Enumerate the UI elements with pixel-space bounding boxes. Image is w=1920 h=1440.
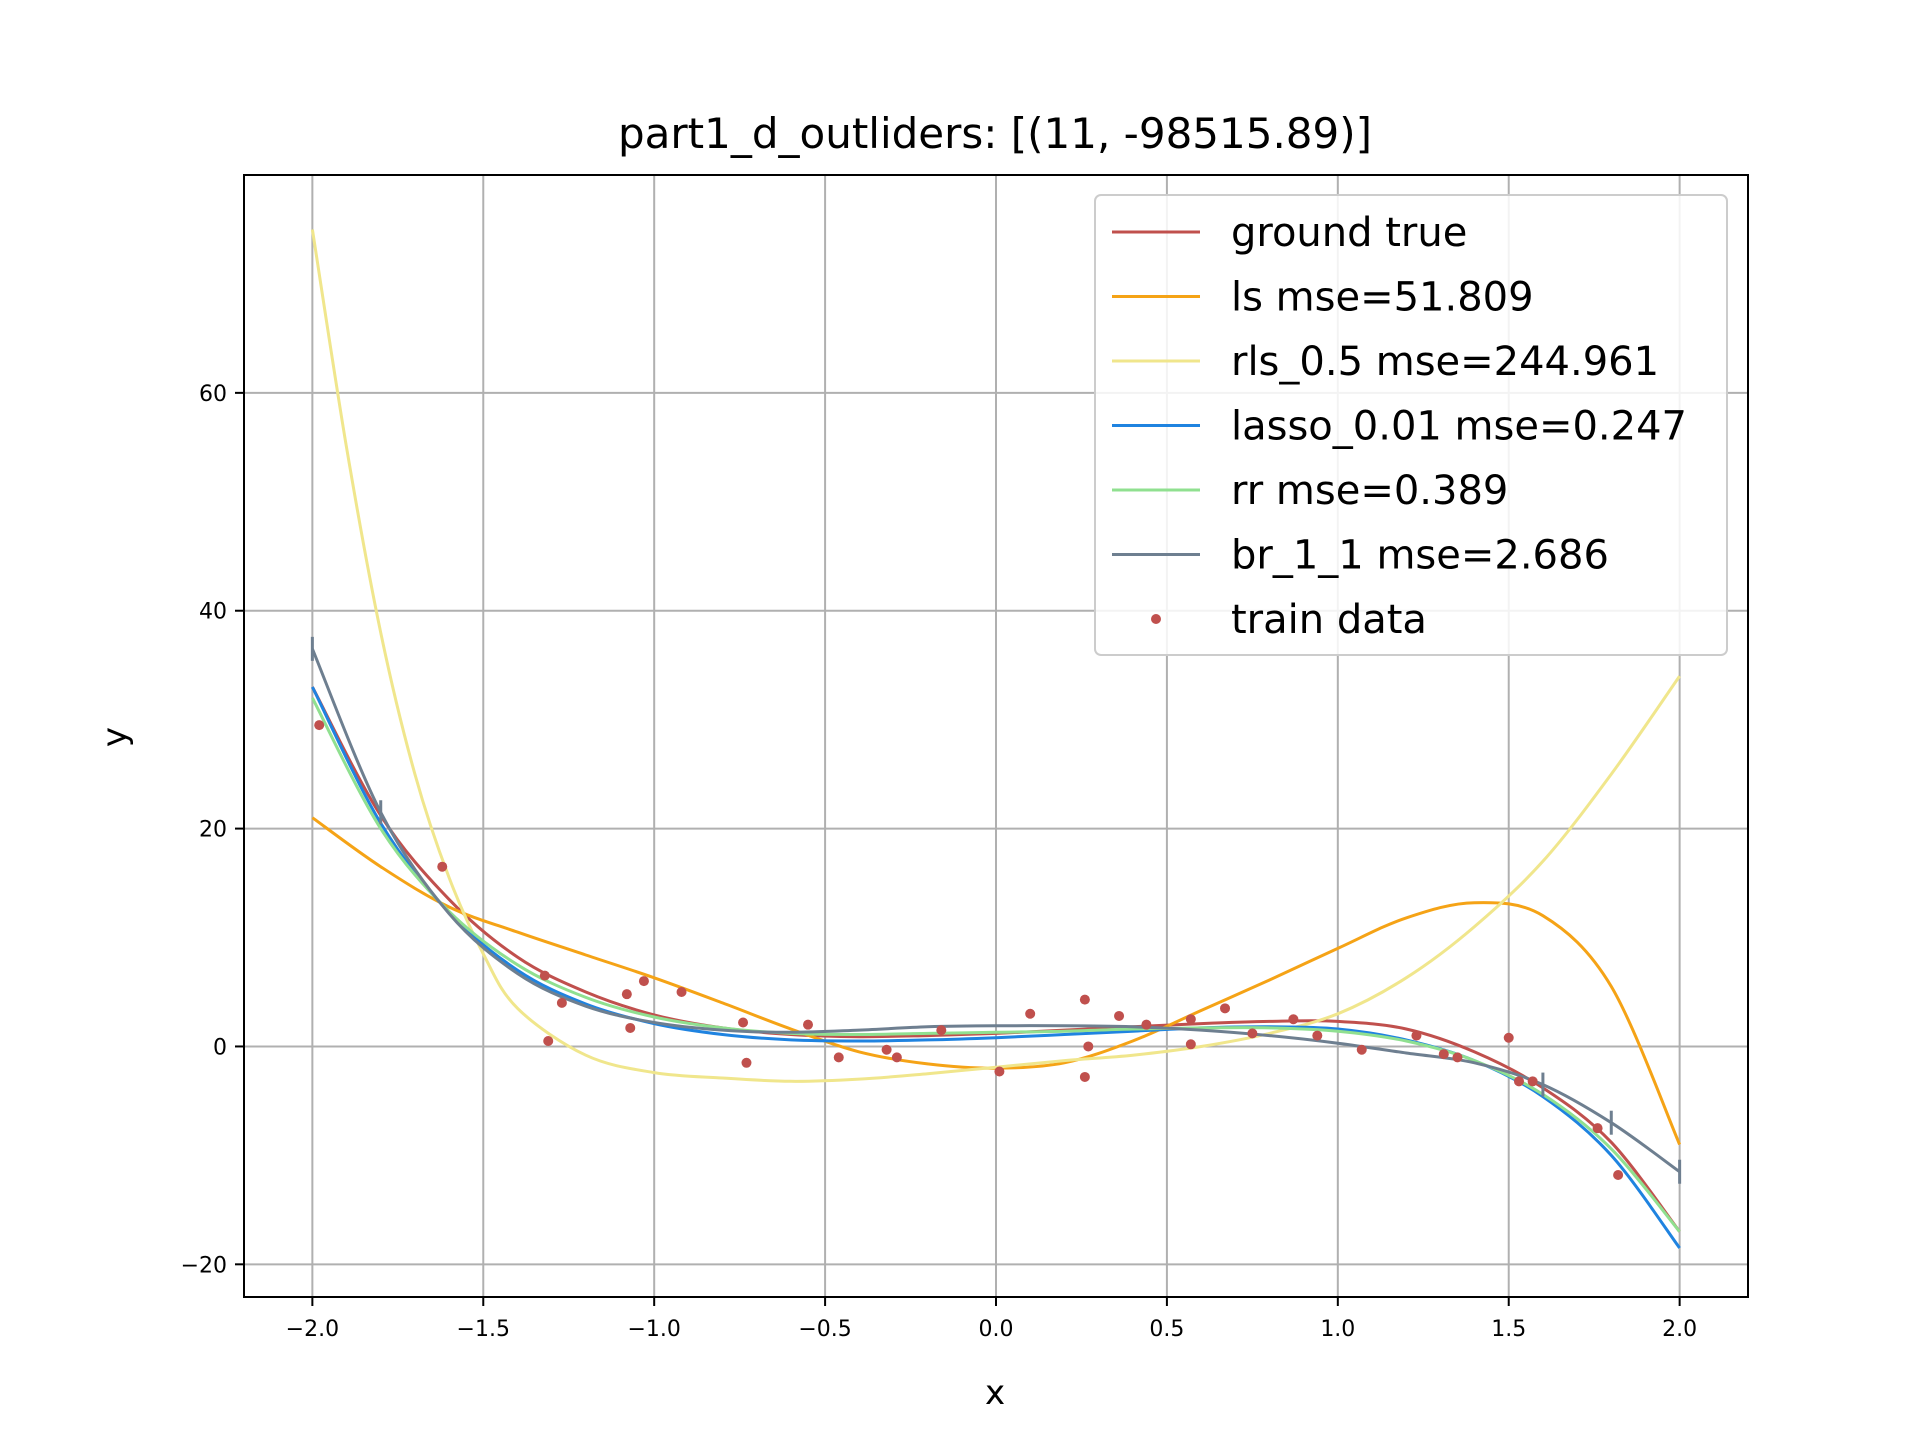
x-tick-label: 1.0 [1320, 1317, 1355, 1342]
train-data-point [543, 1036, 554, 1047]
train-data-point [539, 970, 550, 981]
x-tick-label: −2.0 [286, 1317, 339, 1342]
train-data-point [1288, 1014, 1299, 1025]
train-data-point [638, 976, 649, 987]
train-data-point [621, 989, 632, 1000]
y-tick-label: 0 [213, 1035, 227, 1060]
train-data-point [1083, 1041, 1094, 1052]
series-line-1 [311, 816, 1681, 1146]
series-lines [310, 229, 1682, 1249]
x-tick-label: 0.0 [979, 1317, 1014, 1342]
train-data-points [314, 720, 1624, 1180]
train-data-point [1185, 1014, 1196, 1025]
x-tick-label: 2.0 [1662, 1317, 1697, 1342]
x-tick-label: 1.5 [1491, 1317, 1526, 1342]
train-data-point [625, 1022, 636, 1033]
train-data-point [1438, 1049, 1449, 1060]
x-tick-label: −1.0 [627, 1317, 680, 1342]
train-data-point [556, 997, 567, 1008]
legend-label: rls_0.5 mse=244.961 [1231, 339, 1659, 385]
train-data-point [1220, 1003, 1231, 1014]
y-tick-label: 20 [199, 818, 227, 843]
train-data-point [314, 720, 325, 731]
train-data-point [1079, 1071, 1090, 1082]
train-data-point [994, 1066, 1005, 1077]
train-data-point [891, 1052, 902, 1063]
train-data-point [833, 1052, 844, 1063]
legend-label: train data [1231, 597, 1427, 643]
legend-label: rr mse=0.389 [1231, 468, 1508, 514]
train-data-point [1025, 1008, 1036, 1019]
train-data-point [1185, 1039, 1196, 1050]
y-tick-label: 40 [199, 600, 227, 625]
x-axis-label: x [985, 1373, 1005, 1413]
train-data-point [437, 861, 448, 872]
legend: ground true ls mse=51.809 rls_0.5 mse=244.… [1094, 194, 1728, 656]
chart-title: part1_d_outliders: [(11, -98515.89)] [618, 109, 1372, 158]
train-data-point [738, 1017, 749, 1028]
y-axis-label: y [95, 727, 135, 747]
train-data-point [1613, 1169, 1624, 1180]
train-data-point [803, 1019, 813, 1030]
series-line-5 [311, 648, 1681, 1173]
x-tick-label: −0.5 [798, 1317, 851, 1342]
legend-swatch [1151, 614, 1161, 624]
train-data-point [1141, 1019, 1152, 1030]
train-data-point [1247, 1028, 1258, 1039]
legend-label: ls mse=51.809 [1231, 275, 1534, 321]
x-tick-label: −1.5 [457, 1317, 510, 1342]
train-data-point [1411, 1030, 1422, 1041]
train-data-point [1312, 1030, 1323, 1041]
train-data-point [1527, 1076, 1538, 1087]
x-tick-label: 0.5 [1149, 1317, 1184, 1342]
train-data-point [1452, 1052, 1463, 1063]
train-data-point [1513, 1076, 1524, 1087]
train-data-point [1356, 1044, 1367, 1055]
legend-label: br_1_1 mse=2.686 [1231, 533, 1609, 579]
train-data-point [1079, 994, 1090, 1005]
legend-label: lasso_0.01 mse=0.247 [1231, 404, 1687, 450]
train-data-point [881, 1044, 892, 1055]
axis-ticks: −2.0 −1.5 −1.0 −0.5 0.0 0.5 1.0 1.5 2.0 −20 0 20 40 6… [181, 382, 1698, 1342]
train-data-point [1114, 1010, 1125, 1021]
train-data-point [676, 986, 687, 997]
train-data-point [1503, 1032, 1514, 1043]
series-line-4 [311, 697, 1681, 1233]
train-data-point [936, 1025, 947, 1036]
legend-box [1094, 194, 1728, 656]
y-tick-label: 60 [199, 382, 227, 407]
legend-label: ground true [1231, 210, 1467, 256]
y-tick-label: −20 [181, 1253, 227, 1278]
train-data-point [741, 1057, 752, 1068]
series-line-2 [310, 229, 1681, 1083]
train-data-point [1592, 1123, 1603, 1134]
